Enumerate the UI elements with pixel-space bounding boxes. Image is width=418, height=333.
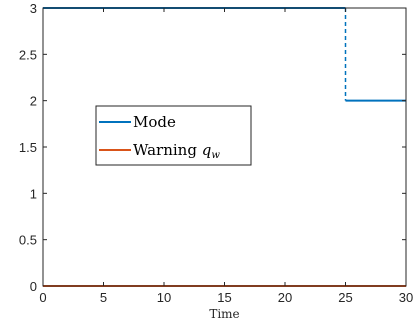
y-tick-label: 2 bbox=[30, 94, 37, 109]
y-tick-label: 1.5 bbox=[19, 140, 37, 155]
legend: Mode Warning qw bbox=[95, 105, 252, 166]
x-tick-label: 0 bbox=[39, 290, 46, 305]
legend-entry-mode: Mode bbox=[133, 113, 176, 131]
y-tick-label: 3 bbox=[30, 1, 37, 16]
x-tick-label: 30 bbox=[399, 290, 413, 305]
y-tick-label: 1 bbox=[30, 186, 37, 201]
x-tick-label: 10 bbox=[157, 290, 171, 305]
y-tick-label: 2.5 bbox=[19, 47, 37, 62]
legend-box bbox=[95, 105, 252, 166]
y-tick-label: 0.5 bbox=[19, 233, 37, 248]
legend-entry-warning-subscript: w bbox=[211, 150, 220, 161]
x-axis-label: Time bbox=[209, 307, 239, 321]
x-tick-label: 20 bbox=[278, 290, 292, 305]
legend-entry-warning-symbol: q bbox=[202, 141, 212, 159]
y-tick-label: 0 bbox=[30, 279, 37, 294]
legend-entry-warning-word: Warning bbox=[133, 141, 197, 159]
ticks-layer: 0 5 10 15 20 25 30 0 0.5 1 1.5 2 2.5 3 bbox=[19, 1, 413, 305]
x-tick-label: 25 bbox=[338, 290, 352, 305]
legend-entry-warning: Warning qw bbox=[133, 141, 220, 161]
x-tick-label: 5 bbox=[100, 290, 107, 305]
x-tick-label: 15 bbox=[217, 290, 231, 305]
